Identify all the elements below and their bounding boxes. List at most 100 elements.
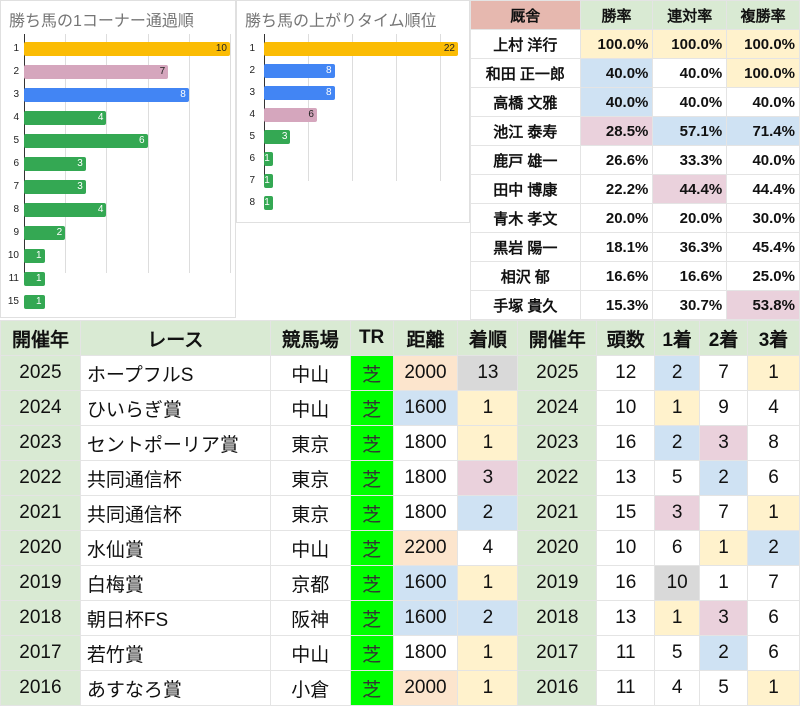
category-label: 11 xyxy=(8,273,19,284)
trainer-name: 田中 博康 xyxy=(470,174,581,204)
bar: 4 xyxy=(24,111,107,125)
table-row: 2021 共同通信杯 東京芝 1800 2 2021 15 3 7 1 xyxy=(0,495,800,531)
cell-開催年: 2017 xyxy=(0,635,81,671)
cell-競馬場: 京都 xyxy=(269,565,351,601)
rate-cell: 26.6% xyxy=(579,145,654,175)
rate-cell: 40.0% xyxy=(652,58,728,88)
column-header: レース xyxy=(79,320,271,356)
rate-cell: 30.0% xyxy=(726,203,800,233)
bar-value-label: 1 xyxy=(36,296,42,307)
bar-value-label: 3 xyxy=(77,158,83,169)
cell-開催年: 2023 xyxy=(517,425,598,461)
bar: 1 xyxy=(264,196,273,210)
cell-2着: 1 xyxy=(699,530,749,566)
category-label: 7 xyxy=(249,175,255,186)
bar: 1 xyxy=(24,249,45,263)
axis-line xyxy=(24,34,25,273)
gridline xyxy=(308,34,310,181)
cell-1着: 2 xyxy=(654,355,701,391)
cell-競馬場: 中山 xyxy=(269,355,351,391)
cell-開催年: 2020 xyxy=(517,530,598,566)
bar: 1 xyxy=(24,272,45,286)
cell-3着: 1 xyxy=(747,495,800,531)
cell-頭数: 11 xyxy=(596,635,656,671)
axis-line xyxy=(264,34,265,181)
bar-value-label: 22 xyxy=(443,43,455,54)
bar-value-label: 1 xyxy=(36,273,42,284)
cell-頭数: 13 xyxy=(596,460,656,496)
cell-開催年: 2017 xyxy=(517,635,598,671)
cell-3着: 6 xyxy=(747,635,800,671)
cell-2着: 3 xyxy=(699,600,749,636)
cell-着順: 3 xyxy=(457,460,519,496)
stable-header-row: 厩舎 勝率 連対率 複勝率 xyxy=(470,0,800,30)
category-label: 4 xyxy=(249,109,255,120)
rate-cell: 100.0% xyxy=(579,29,654,59)
gridline xyxy=(106,34,108,273)
column-header: 1着 xyxy=(654,320,701,356)
cell-距離: 1800 xyxy=(392,425,459,461)
header-2: 連対率 xyxy=(652,0,728,30)
table-row: 鹿戸 雄一 26.6% 33.3% 40.0% xyxy=(470,145,800,175)
trainer-name: 黒岩 陽一 xyxy=(470,232,581,262)
cell-TR: 芝 xyxy=(349,495,394,531)
cell-1着: 1 xyxy=(654,600,701,636)
category-label: 15 xyxy=(7,296,19,307)
cell-着順: 1 xyxy=(457,425,519,461)
rate-cell: 16.6% xyxy=(652,261,728,291)
cell-3着: 1 xyxy=(747,355,800,391)
cell-着順: 1 xyxy=(457,390,519,426)
cell-1着: 5 xyxy=(654,460,701,496)
table-row: 手塚 貴久 15.3% 30.7% 53.8% xyxy=(470,290,800,320)
cell-開催年: 2022 xyxy=(517,460,598,496)
column-header: 2着 xyxy=(699,320,749,356)
cell-3着: 6 xyxy=(747,460,800,496)
bar-value-label: 1 xyxy=(264,153,270,164)
column-header: 競馬場 xyxy=(269,320,351,356)
cell-着順: 13 xyxy=(457,355,519,391)
column-header: 開催年 xyxy=(0,320,81,356)
table-row: 高橋 文雅 40.0% 40.0% 40.0% xyxy=(470,87,800,117)
category-label: 8 xyxy=(249,197,255,208)
cell-2着: 9 xyxy=(699,390,749,426)
cell-距離: 1800 xyxy=(392,495,459,531)
trainer-name: 和田 正一郎 xyxy=(470,58,581,88)
cell-1着: 2 xyxy=(654,425,701,461)
race-history-table: 開催年 レース 競馬場 TR 距離 着順 開催年 頭数 1着 2着 3着 2025 ホープフルS 中山芝 2… xyxy=(0,320,800,706)
cell-レース: あすなろ賞 xyxy=(79,670,271,706)
cell-距離: 2000 xyxy=(392,670,459,706)
rate-cell: 100.0% xyxy=(726,29,800,59)
cell-開催年: 2024 xyxy=(517,390,598,426)
table-row: 2018 朝日杯FS 阪神芝 1600 2 2018 13 1 3 6 xyxy=(0,600,800,636)
cell-開催年: 2016 xyxy=(517,670,598,706)
category-label: 5 xyxy=(249,131,255,142)
cell-1着: 5 xyxy=(654,635,701,671)
cell-着順: 1 xyxy=(457,670,519,706)
cell-距離: 2000 xyxy=(392,355,459,391)
table-row: 2024 ひいらぎ賞 中山芝 1600 1 2024 10 1 9 4 xyxy=(0,390,800,426)
cell-競馬場: 阪神 xyxy=(269,600,351,636)
chart-title: 勝ち馬の1コーナー通過順 xyxy=(9,13,194,30)
column-header: 距離 xyxy=(392,320,459,356)
category-label: 7 xyxy=(13,181,19,192)
cell-着順: 1 xyxy=(457,635,519,671)
bar-value-label: 3 xyxy=(281,131,288,142)
cell-開催年: 2025 xyxy=(0,355,81,391)
cell-2着: 7 xyxy=(699,495,749,531)
trainer-name: 高橋 文雅 xyxy=(470,87,581,117)
cell-開催年: 2025 xyxy=(517,355,598,391)
cell-2着: 2 xyxy=(699,460,749,496)
bar-value-label: 8 xyxy=(325,87,332,98)
bar: 10 xyxy=(24,42,230,56)
cell-レース: 若竹賞 xyxy=(79,635,271,671)
trainer-name: 上村 洋行 xyxy=(470,29,581,59)
trainer-name: 手塚 貴久 xyxy=(470,290,581,320)
cell-1着: 4 xyxy=(654,670,701,706)
table-row: 相沢 郁 16.6% 16.6% 25.0% xyxy=(470,261,800,291)
cell-頭数: 12 xyxy=(596,355,656,391)
bar-value-label: 6 xyxy=(139,135,145,146)
rate-cell: 44.4% xyxy=(652,174,728,204)
trainer-name: 鹿戸 雄一 xyxy=(470,145,581,175)
rate-cell: 40.0% xyxy=(579,58,654,88)
bar: 1 xyxy=(264,174,273,188)
